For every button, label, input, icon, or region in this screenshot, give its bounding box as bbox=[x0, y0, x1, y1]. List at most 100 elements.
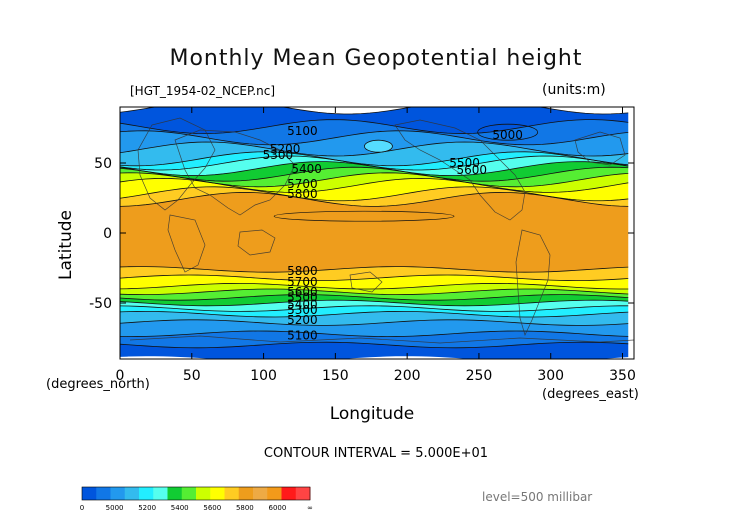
contour-label-3: 5300 bbox=[263, 148, 294, 162]
contour-line-11 bbox=[120, 192, 629, 207]
contour-line-7 bbox=[120, 166, 629, 182]
colorbar-swatch bbox=[224, 487, 240, 500]
closed-contour bbox=[477, 123, 539, 141]
colorbar-tick-label: 5800 bbox=[236, 504, 254, 512]
colorbar-frame bbox=[81, 486, 311, 501]
colorbar-tick-label: 0 bbox=[80, 504, 84, 512]
band-19 bbox=[120, 311, 629, 326]
closed-contour bbox=[364, 139, 393, 153]
contour-line-16 bbox=[120, 294, 629, 301]
contour-line-20 bbox=[120, 319, 629, 326]
colorbar-swatch bbox=[124, 487, 140, 500]
colorbar: 0 5000 5200 5400 5600 5800 6000 ∞ bbox=[80, 486, 313, 512]
contour-line-18 bbox=[120, 305, 629, 312]
colorbar-swatch bbox=[139, 487, 154, 500]
contour-label-2: 5200 bbox=[270, 142, 301, 156]
contour-label-4: 5400 bbox=[291, 162, 322, 176]
color-bands bbox=[120, 107, 629, 359]
contour-label-15: 5200 bbox=[287, 313, 318, 327]
band-7 bbox=[120, 167, 629, 187]
contour-line-9 bbox=[120, 177, 629, 193]
y-unit-label: (degrees_north) bbox=[46, 377, 150, 392]
band-15 bbox=[120, 289, 629, 301]
x-tick-label: 150 bbox=[322, 368, 349, 384]
band-18 bbox=[120, 305, 629, 317]
band-13 bbox=[120, 275, 629, 289]
contour-line-19 bbox=[120, 311, 629, 318]
contour-line-15 bbox=[120, 288, 629, 295]
band-1 bbox=[120, 119, 629, 145]
x-tick-label: 300 bbox=[537, 368, 564, 384]
contour-label-10: 5700 bbox=[287, 275, 318, 289]
contour-line-4 bbox=[120, 151, 629, 167]
band-0 bbox=[120, 107, 629, 134]
contour-label-0: 5100 bbox=[287, 124, 318, 138]
colorbar-swatch bbox=[181, 487, 197, 500]
band-3 bbox=[120, 142, 629, 166]
contour-label-11: 5600 bbox=[287, 285, 318, 299]
contour-label-12: 5500 bbox=[287, 291, 318, 305]
contour-label-8: 5800 bbox=[287, 187, 318, 201]
band-11 bbox=[120, 192, 629, 273]
contour-line-17 bbox=[120, 299, 629, 307]
contour-line-13 bbox=[120, 274, 629, 282]
colorbar-tick-label: 5600 bbox=[203, 504, 221, 512]
y-tick-label: 0 bbox=[103, 226, 112, 242]
colorbar-tick-label: 6000 bbox=[269, 504, 287, 512]
colorbar-swatch bbox=[82, 487, 97, 500]
contour-line-2 bbox=[120, 130, 629, 146]
colorbar-tick-label: 5400 bbox=[171, 504, 189, 512]
contour-label-5: 5500 bbox=[449, 156, 480, 170]
band-10 bbox=[120, 186, 629, 207]
band-9 bbox=[120, 178, 629, 201]
contour-label-9: 5800 bbox=[287, 264, 318, 278]
band-6 bbox=[120, 161, 629, 182]
contour-line-12 bbox=[120, 266, 629, 273]
y-tick-label: 50 bbox=[94, 156, 112, 172]
units-label: (units:m) bbox=[542, 82, 606, 98]
colorbar-swatch bbox=[295, 487, 311, 500]
band-8 bbox=[120, 172, 629, 193]
band-4 bbox=[120, 151, 629, 170]
x-unit-label: (degrees_east) bbox=[542, 387, 639, 402]
colorbar-tick-label: ∞ bbox=[307, 504, 313, 512]
contour-lines bbox=[120, 107, 629, 349]
y-tick-label: -50 bbox=[89, 296, 112, 312]
x-tick-label: 250 bbox=[466, 368, 493, 384]
file-label: [HGT_1954-02_NCEP.nc] bbox=[130, 84, 276, 98]
contour-interval: CONTOUR INTERVAL = 5.000E+01 bbox=[263, 446, 489, 461]
contour-line-0 bbox=[120, 107, 629, 115]
colorbar-swatch bbox=[110, 487, 126, 500]
level-label: level=500 millibar bbox=[482, 490, 593, 504]
colorbar-swatch bbox=[238, 487, 254, 500]
contour-line-21 bbox=[120, 330, 629, 338]
coastlines bbox=[129, 117, 634, 344]
x-tick-label: 100 bbox=[250, 368, 277, 384]
contour-line-22 bbox=[120, 341, 629, 349]
colorbar-tick-label: 5000 bbox=[106, 504, 124, 512]
colorbar-swatch bbox=[210, 487, 225, 500]
chart-title: Monthly Mean Geopotential height bbox=[169, 46, 583, 71]
x-axis-label: Longitude bbox=[329, 404, 415, 424]
colorbar-swatch bbox=[267, 487, 282, 500]
colorbar-swatch bbox=[96, 487, 111, 500]
band-21 bbox=[120, 331, 629, 348]
contour-line-3 bbox=[120, 141, 629, 157]
colorbar-swatch bbox=[281, 487, 297, 500]
colorbar-tick-label: 5200 bbox=[138, 504, 156, 512]
contour-line-14 bbox=[120, 283, 629, 290]
contour-label-13: 5400 bbox=[287, 298, 318, 312]
colorbar-swatch bbox=[196, 487, 211, 500]
y-axis: 50 0 -50 bbox=[89, 156, 634, 312]
contour-line-1 bbox=[120, 119, 629, 134]
x-tick-label: 0 bbox=[116, 368, 125, 384]
contour-label-7: 5700 bbox=[287, 177, 318, 191]
band-20 bbox=[120, 319, 629, 337]
y-axis-label: Latitude bbox=[56, 210, 76, 280]
x-tick-label: 50 bbox=[183, 368, 201, 384]
colorbar-swatch bbox=[167, 487, 183, 500]
x-tick-label: 350 bbox=[609, 368, 636, 384]
closed-contour bbox=[273, 210, 455, 222]
